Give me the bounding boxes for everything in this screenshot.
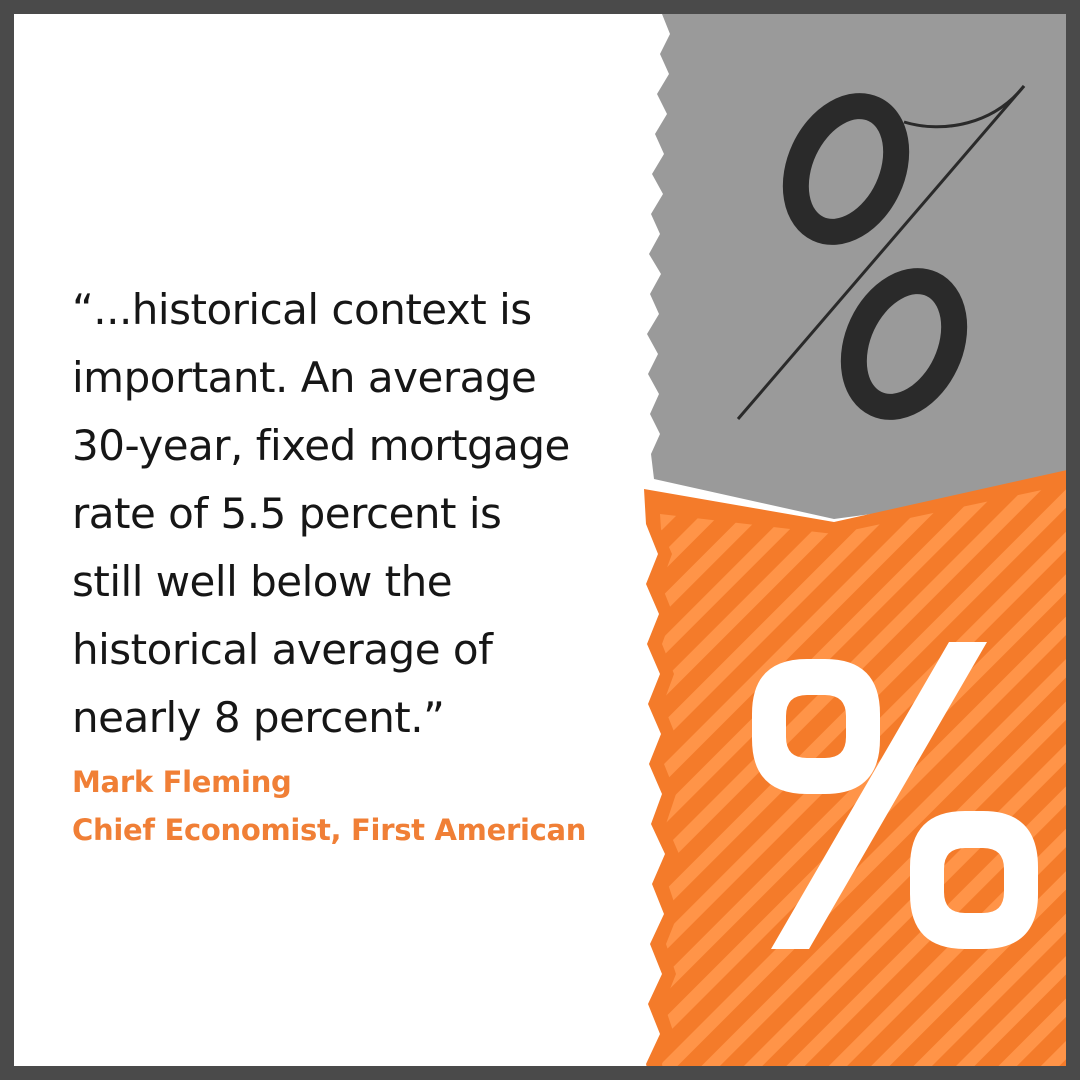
quote-line: 30-year, fixed mortgage bbox=[72, 421, 570, 470]
percent-sign-bold-icon bbox=[752, 642, 1038, 949]
quote-line: important. An average bbox=[72, 353, 537, 402]
quote-text: “...historical context is important. An … bbox=[72, 276, 632, 752]
quote-line: still well below the bbox=[72, 557, 453, 606]
attribution-name: Mark Fleming bbox=[72, 765, 292, 799]
attribution-title: Chief Economist, First American bbox=[72, 813, 587, 847]
quote-line: nearly 8 percent.” bbox=[72, 693, 445, 742]
percent-sign-serif-icon bbox=[736, 85, 1026, 420]
torn-paper-panels bbox=[644, 14, 1066, 1066]
attribution: Mark Fleming Chief Economist, First Amer… bbox=[72, 758, 632, 854]
quote-line: rate of 5.5 percent is bbox=[72, 489, 502, 538]
quote-line: “...historical context is bbox=[72, 285, 532, 334]
gray-torn-panel bbox=[647, 14, 1066, 519]
quote-line: historical average of bbox=[72, 625, 493, 674]
